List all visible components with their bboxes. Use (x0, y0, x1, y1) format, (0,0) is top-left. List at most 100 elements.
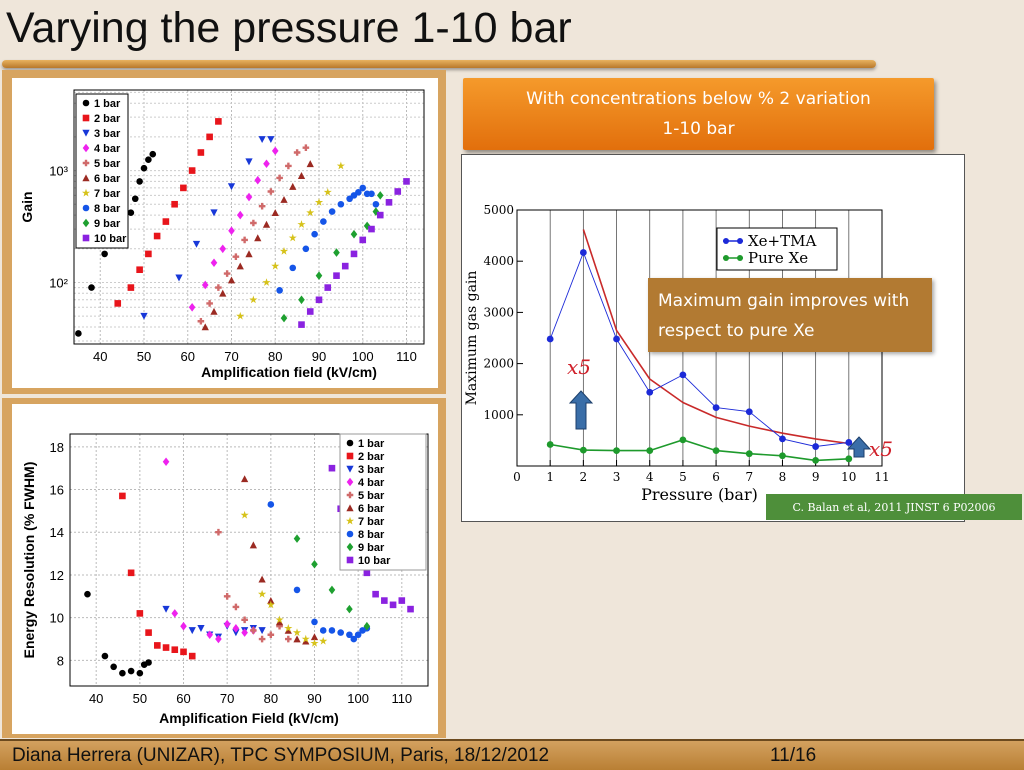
max-point (812, 443, 820, 450)
gain-point (324, 284, 332, 291)
gain-point (245, 192, 253, 202)
gain-point (302, 144, 310, 152)
res-legend-marker (346, 477, 354, 487)
gain-point (241, 236, 248, 244)
res-point (363, 621, 371, 631)
res-series-5bar (215, 528, 292, 643)
res-legend-marker (346, 439, 354, 447)
gain-legend-marker (82, 204, 90, 212)
gain-point (262, 278, 271, 286)
gain-point (131, 195, 139, 203)
res-point (188, 652, 196, 660)
res-series-9bar (293, 534, 371, 631)
res-point (249, 541, 257, 549)
res-point (162, 644, 170, 651)
gain-x-tick-label: 40 (93, 349, 107, 364)
res-legend-label: 2 bar (358, 451, 385, 463)
res-legend-marker (346, 465, 354, 473)
max-y-tick-label: 5000 (483, 203, 514, 217)
max-point (546, 335, 554, 343)
res-legend-marker (346, 504, 354, 512)
max-legend-marker (723, 238, 729, 244)
res-point (154, 642, 161, 649)
res-point (398, 597, 406, 604)
res-y-tick-label: 16 (50, 483, 64, 498)
res-point (258, 635, 266, 643)
res-point (223, 593, 231, 600)
res-point (267, 631, 275, 639)
res-point (381, 597, 388, 604)
gain-legend-label: 4 bar (94, 143, 121, 155)
gain-point (297, 172, 306, 179)
max-series-line (550, 439, 849, 462)
gain-point (201, 323, 209, 331)
res-y-tick-label: 10 (50, 611, 64, 626)
gain-legend-label: 2 bar (94, 113, 121, 125)
gain-point (298, 321, 305, 328)
gain-point (192, 240, 201, 248)
gain-point (385, 199, 393, 206)
max-gain-line-chart: 0 1 2 3 4 5 6 7 8 9 10 11 1000 2000 3000 4000 5000 Pressu… (464, 203, 893, 504)
res-legend-marker (345, 516, 355, 525)
res-point (267, 596, 275, 604)
res-point (258, 575, 266, 583)
x5-label-right: x5 (869, 437, 893, 461)
res-point (232, 629, 240, 637)
resolution-scatter-chart: 40 50 60 70 80 90 100 110 8 10 12 14 16 18 Amplificati… (21, 433, 429, 726)
gain-legend-marker (82, 159, 90, 167)
gain-point (350, 250, 358, 258)
gain-point (145, 156, 152, 164)
gain-point (314, 198, 324, 206)
res-legend-marker (346, 530, 354, 538)
title-underline-bar (2, 60, 876, 68)
res-point (162, 605, 170, 613)
res-x-tick-label: 40 (89, 691, 103, 706)
gain-point (219, 289, 227, 297)
gain-series-6bar (201, 160, 314, 331)
gain-plot-area: 40 50 60 70 80 90 100 110 10² 10³ Amplification fi… (12, 78, 438, 388)
res-series-7bar (240, 510, 328, 647)
up-arrow-icon (568, 390, 594, 430)
res-y-tick-label: 8 (57, 653, 64, 668)
max-legend-marker (737, 255, 743, 261)
gain-series-9bar (280, 191, 384, 323)
res-point (354, 631, 362, 639)
gain-plot-border (73, 89, 425, 345)
gain-legend-label: 10 bar (94, 233, 127, 245)
max-x-tick-label: 1 (546, 470, 554, 484)
res-point (350, 635, 358, 643)
gain-legend-marker (81, 188, 91, 197)
gain-point (333, 272, 340, 279)
x5-label-left: x5 (567, 355, 591, 379)
gain-legend-marker (82, 114, 90, 122)
res-point (206, 630, 214, 640)
res-legend-label: 10 bar (358, 555, 391, 567)
gain-point (306, 160, 314, 168)
gain-point (276, 287, 283, 294)
res-point (328, 585, 336, 595)
res-point (310, 639, 319, 647)
gain-point (394, 188, 402, 195)
gain-point (114, 300, 122, 307)
res-point (275, 615, 284, 624)
gain-point (333, 248, 340, 257)
gain-point (88, 284, 95, 291)
gain-point (127, 284, 135, 291)
gain-legend-marker (82, 143, 90, 153)
res-point (127, 569, 135, 577)
res-x-tick-label: 70 (220, 691, 234, 706)
gain-series-5bar (197, 144, 310, 325)
res-legend-marker (346, 491, 354, 499)
gain-point (341, 262, 349, 270)
gain-point (258, 136, 266, 144)
res-point (337, 629, 344, 636)
gain-legend-label: 3 bar (94, 128, 121, 140)
res-point (171, 609, 179, 618)
res-point (250, 627, 257, 634)
gain-point (280, 313, 288, 323)
x5-annotations: x5 x5 (567, 355, 893, 461)
max-y-tick-label: 2000 (483, 357, 514, 371)
gain-point (210, 307, 218, 315)
gain-point (293, 149, 301, 156)
